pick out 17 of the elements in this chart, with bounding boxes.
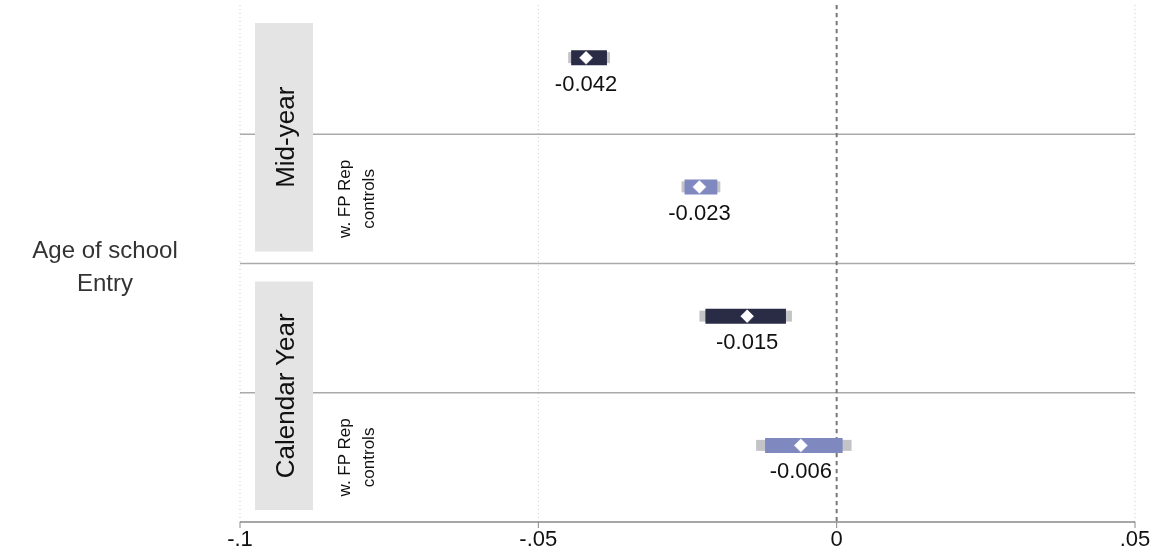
point bbox=[739, 308, 755, 324]
point bbox=[692, 179, 707, 195]
data-label: -0.015 bbox=[715, 329, 779, 355]
x-tick-label: 0 bbox=[830, 526, 843, 551]
x-tick-label: .05 bbox=[1119, 526, 1151, 551]
data-label: -0.006 bbox=[769, 458, 833, 484]
y-tick-label: w. FP Rep controls bbox=[335, 418, 378, 498]
x-tick-label: -.05 bbox=[519, 526, 558, 551]
point bbox=[793, 438, 809, 453]
data-label: -0.023 bbox=[668, 199, 731, 225]
y-tick-label: w. FP Rep controls bbox=[335, 159, 378, 239]
x-tick-label: -.1 bbox=[227, 526, 253, 551]
point bbox=[578, 50, 594, 65]
y-axis-title: Age of school Entry bbox=[32, 236, 178, 296]
annotation: Mid-year bbox=[270, 86, 300, 188]
data-label: -0.042 bbox=[554, 70, 618, 96]
annotation: Calendar Year bbox=[270, 313, 300, 479]
